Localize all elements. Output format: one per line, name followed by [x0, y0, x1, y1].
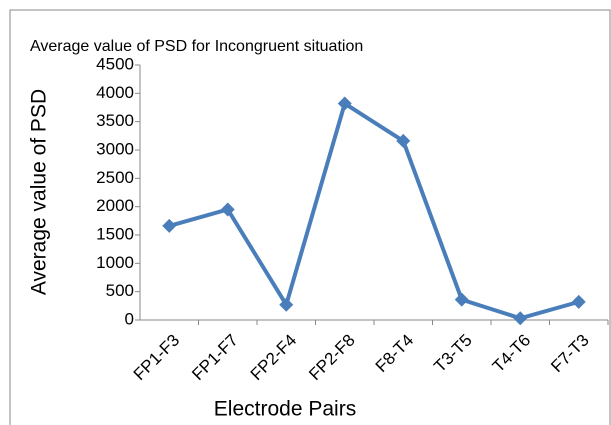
- y-tick-label: 2000: [96, 196, 134, 215]
- data-point: [396, 133, 411, 148]
- y-tick-label: 3000: [96, 139, 134, 158]
- x-tick-label: FP2-F8: [305, 331, 359, 385]
- x-tick-label: T3-T5: [430, 331, 475, 376]
- y-tick-label: 4500: [96, 54, 134, 73]
- y-tick-label: 1000: [96, 253, 134, 272]
- series-line: [168, 100, 580, 321]
- data-point: [162, 218, 177, 233]
- y-tick-label: 3500: [96, 111, 134, 130]
- chart-frame: [9, 9, 611, 425]
- x-tick-label: FP1-F7: [188, 331, 242, 385]
- data-point: [279, 297, 294, 312]
- x-tick-label: F7-T3: [547, 331, 592, 376]
- data-point: [337, 96, 352, 111]
- x-tick-label: T4-T6: [489, 331, 534, 376]
- y-axis-label: Average value of PSD: [28, 89, 51, 295]
- x-tick-label: FP1-F3: [130, 331, 184, 385]
- data-point: [454, 292, 469, 307]
- y-tick-label: 0: [125, 309, 134, 328]
- y-tick-label: 2500: [96, 168, 134, 187]
- data-point: [571, 294, 586, 309]
- x-axis-label: Electrode Pairs: [214, 398, 356, 421]
- x-tick-label: F8-T4: [372, 331, 417, 376]
- y-tick-label: 500: [106, 281, 134, 300]
- y-tick-label: 4000: [96, 83, 134, 102]
- y-tick-label: 1500: [96, 224, 134, 243]
- data-point: [513, 311, 528, 326]
- x-tick-label: FP2-F4: [247, 331, 301, 385]
- chart-title: Average value of PSD for Incongruent sit…: [30, 38, 363, 55]
- data-point: [220, 202, 235, 217]
